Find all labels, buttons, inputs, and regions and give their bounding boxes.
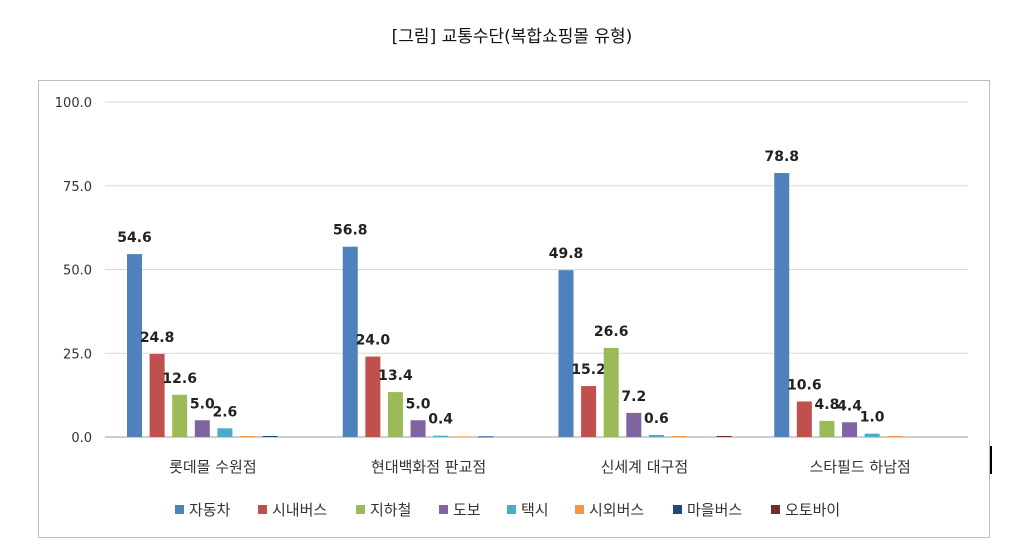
bar: [455, 436, 471, 438]
bar: [127, 254, 142, 437]
bar: [433, 435, 449, 437]
bar: [864, 433, 880, 437]
bar: [796, 401, 812, 437]
bar: [842, 422, 858, 437]
bar: [410, 420, 426, 437]
legend-label: 지하철: [370, 501, 411, 519]
data-label: 4.4: [837, 398, 862, 414]
bar: [240, 435, 255, 437]
legend-label: 마을버스: [687, 501, 742, 519]
y-tick-label: 25.0: [63, 347, 92, 362]
y-tick-label: 100.0: [55, 96, 92, 111]
bar: [603, 347, 619, 437]
data-label: 26.6: [594, 324, 629, 340]
legend-swatch: [575, 505, 584, 514]
data-label: 5.0: [406, 396, 431, 412]
bar: [365, 356, 381, 437]
bar: [262, 435, 278, 437]
data-label: 56.8: [333, 223, 368, 239]
bar: [581, 386, 597, 437]
chart-title: [그림] 교통수단(복합쇼핑몰 유형): [391, 27, 633, 47]
data-label: 78.8: [764, 149, 799, 165]
y-tick-label: 0.0: [71, 431, 92, 446]
legend-swatch: [673, 505, 682, 514]
data-label: 4.8: [815, 397, 840, 413]
data-label: 24.0: [356, 333, 391, 349]
data-label: 49.8: [549, 246, 584, 262]
bar: [217, 428, 233, 437]
x-category-label: 신세계 대구점: [601, 458, 689, 476]
bar: [194, 420, 210, 437]
x-category-label: 롯데몰 수원점: [169, 458, 257, 476]
legend-swatch: [258, 505, 267, 514]
data-label: 13.4: [378, 368, 413, 384]
data-label: 24.8: [140, 330, 175, 346]
bar: [149, 353, 165, 437]
bar: [387, 392, 403, 437]
data-label: 10.6: [787, 377, 822, 393]
bar: [671, 435, 687, 437]
bar: [342, 246, 358, 437]
legend-label: 자동차: [189, 501, 231, 519]
data-label: 7.2: [621, 389, 646, 405]
legend-swatch: [507, 505, 516, 514]
data-label: 0.6: [644, 411, 669, 427]
x-category-label: 스타필드 하남점: [809, 458, 910, 476]
text-cursor: [990, 446, 992, 474]
legend-label: 택시: [521, 501, 549, 519]
data-label: 54.6: [117, 230, 152, 246]
bar: [648, 434, 664, 437]
bar: [558, 270, 574, 437]
y-tick-label: 50.0: [63, 264, 92, 279]
data-label: 15.2: [571, 362, 606, 378]
legend-swatch: [356, 505, 365, 514]
bar: [819, 420, 835, 437]
bar: [478, 436, 494, 438]
data-label: 5.0: [190, 396, 215, 412]
legend-swatch: [439, 505, 448, 514]
bar: [887, 435, 903, 437]
data-label: 2.6: [212, 404, 237, 420]
data-label: 0.4: [428, 412, 453, 428]
legend-label: 시외버스: [589, 501, 644, 519]
bar: [716, 435, 732, 437]
chart-frame: [38, 80, 990, 538]
bar: [626, 412, 642, 437]
bar: [774, 173, 790, 437]
y-tick-label: 75.0: [63, 180, 92, 195]
legend-label: 도보: [453, 501, 481, 519]
data-label: 1.0: [860, 410, 885, 426]
legend-swatch: [771, 505, 780, 514]
x-category-label: 현대백화점 판교점: [371, 458, 486, 476]
legend-label: 오토바이: [785, 501, 840, 519]
bar: [172, 394, 188, 437]
legend-swatch: [175, 505, 184, 514]
data-label: 12.6: [162, 371, 197, 387]
legend-label: 시내버스: [272, 501, 327, 519]
